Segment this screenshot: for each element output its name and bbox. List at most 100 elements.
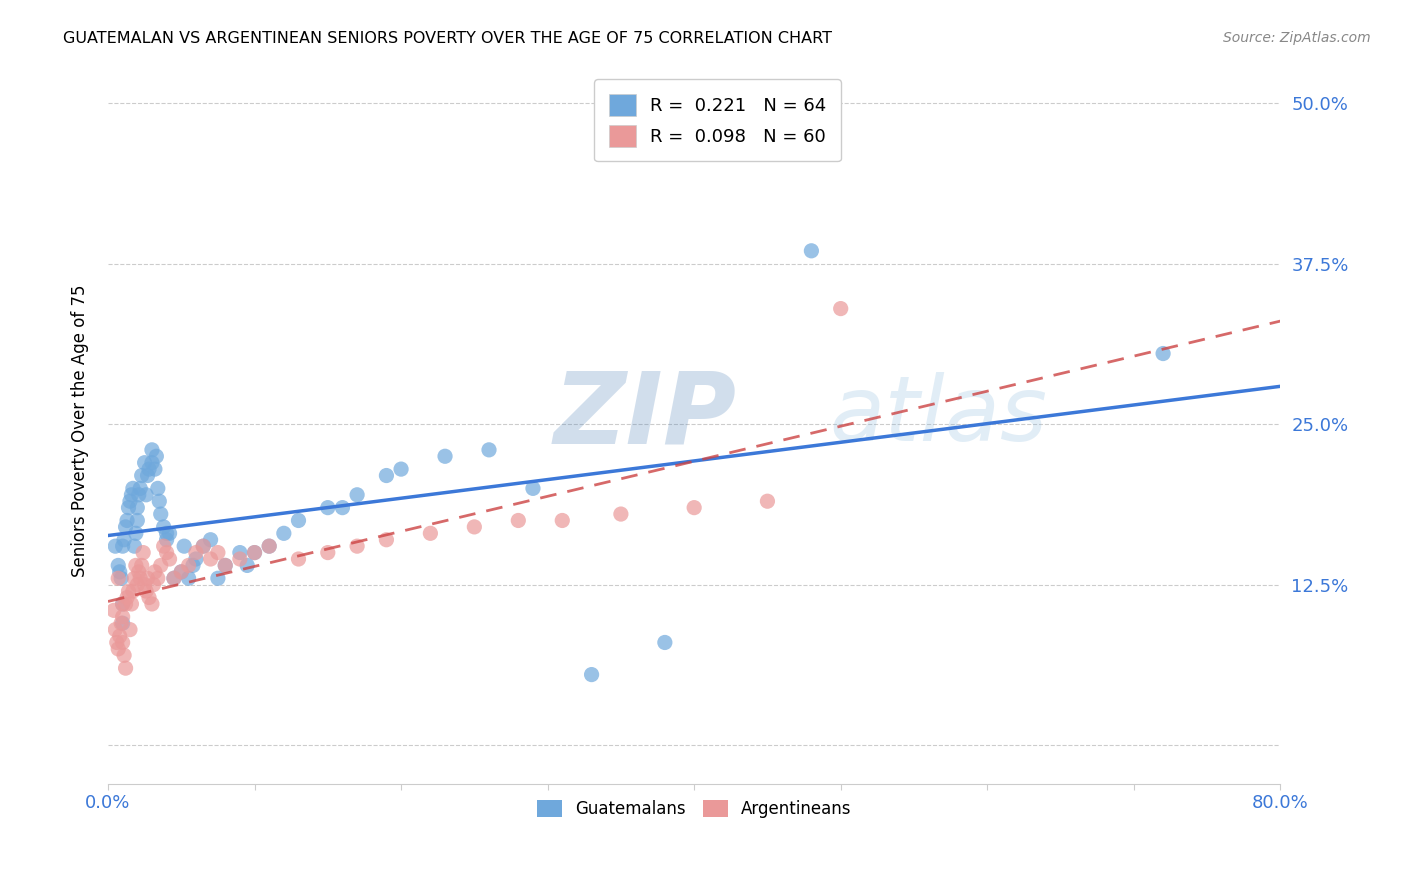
Point bbox=[124, 571, 146, 585]
Point bbox=[152, 520, 174, 534]
Point bbox=[115, 513, 138, 527]
Point bbox=[181, 558, 204, 573]
Point bbox=[287, 552, 309, 566]
Point bbox=[155, 545, 177, 559]
Point bbox=[146, 482, 169, 496]
Point bbox=[111, 609, 134, 624]
Point bbox=[134, 577, 156, 591]
Point bbox=[756, 494, 779, 508]
Point bbox=[173, 539, 195, 553]
Point bbox=[129, 571, 152, 585]
Point bbox=[110, 616, 132, 631]
Point bbox=[138, 462, 160, 476]
Point bbox=[177, 558, 200, 573]
Point bbox=[193, 539, 215, 553]
Point bbox=[142, 577, 165, 591]
Point bbox=[103, 603, 125, 617]
Point bbox=[128, 565, 150, 579]
Point bbox=[145, 450, 167, 464]
Point bbox=[108, 565, 131, 579]
Point bbox=[125, 526, 148, 541]
Point bbox=[163, 571, 186, 585]
Point bbox=[683, 500, 706, 515]
Point bbox=[104, 539, 127, 553]
Point bbox=[316, 545, 339, 559]
Point bbox=[117, 584, 139, 599]
Point bbox=[610, 507, 633, 521]
Point bbox=[257, 539, 280, 553]
Point bbox=[125, 558, 148, 573]
Point bbox=[127, 513, 149, 527]
Point bbox=[375, 533, 398, 547]
Text: GUATEMALAN VS ARGENTINEAN SENIORS POVERTY OVER THE AGE OF 75 CORRELATION CHART: GUATEMALAN VS ARGENTINEAN SENIORS POVERT… bbox=[63, 31, 832, 46]
Point bbox=[346, 539, 368, 553]
Y-axis label: Seniors Poverty Over the Age of 75: Seniors Poverty Over the Age of 75 bbox=[72, 285, 89, 577]
Point bbox=[207, 571, 229, 585]
Point bbox=[148, 494, 170, 508]
Point bbox=[155, 526, 177, 541]
Point bbox=[111, 597, 134, 611]
Point bbox=[117, 500, 139, 515]
Point bbox=[229, 545, 252, 559]
Point bbox=[136, 571, 159, 585]
Text: ZIP: ZIP bbox=[554, 368, 737, 465]
Point bbox=[114, 597, 136, 611]
Point bbox=[152, 539, 174, 553]
Point bbox=[131, 558, 153, 573]
Point bbox=[800, 244, 823, 258]
Point bbox=[105, 635, 128, 649]
Point bbox=[141, 456, 163, 470]
Point bbox=[108, 629, 131, 643]
Point bbox=[111, 635, 134, 649]
Point bbox=[184, 545, 207, 559]
Point bbox=[508, 513, 530, 527]
Point bbox=[146, 571, 169, 585]
Point bbox=[134, 456, 156, 470]
Point bbox=[243, 545, 266, 559]
Point bbox=[193, 539, 215, 553]
Point bbox=[107, 558, 129, 573]
Point bbox=[122, 584, 145, 599]
Point bbox=[236, 558, 259, 573]
Legend: Guatemalans, Argentineans: Guatemalans, Argentineans bbox=[530, 793, 858, 825]
Point bbox=[159, 526, 181, 541]
Point bbox=[170, 565, 193, 579]
Point bbox=[177, 571, 200, 585]
Point bbox=[118, 623, 141, 637]
Point bbox=[346, 488, 368, 502]
Point bbox=[110, 571, 132, 585]
Point bbox=[375, 468, 398, 483]
Point bbox=[128, 488, 150, 502]
Point bbox=[149, 558, 172, 573]
Point bbox=[111, 597, 134, 611]
Point bbox=[163, 571, 186, 585]
Point bbox=[118, 494, 141, 508]
Point bbox=[522, 482, 544, 496]
Point bbox=[434, 450, 457, 464]
Point bbox=[135, 584, 157, 599]
Point bbox=[115, 591, 138, 605]
Point bbox=[132, 545, 155, 559]
Point bbox=[287, 513, 309, 527]
Point bbox=[243, 545, 266, 559]
Point bbox=[104, 623, 127, 637]
Point bbox=[127, 577, 149, 591]
Point bbox=[316, 500, 339, 515]
Point bbox=[141, 597, 163, 611]
Point bbox=[124, 539, 146, 553]
Point bbox=[138, 591, 160, 605]
Point bbox=[654, 635, 676, 649]
Point bbox=[131, 468, 153, 483]
Point bbox=[184, 552, 207, 566]
Point bbox=[200, 552, 222, 566]
Point bbox=[551, 513, 574, 527]
Point bbox=[114, 520, 136, 534]
Point bbox=[120, 597, 142, 611]
Point bbox=[114, 661, 136, 675]
Point bbox=[830, 301, 852, 316]
Point bbox=[581, 667, 603, 681]
Point bbox=[463, 520, 485, 534]
Text: atlas: atlas bbox=[830, 373, 1047, 460]
Point bbox=[107, 641, 129, 656]
Point bbox=[120, 488, 142, 502]
